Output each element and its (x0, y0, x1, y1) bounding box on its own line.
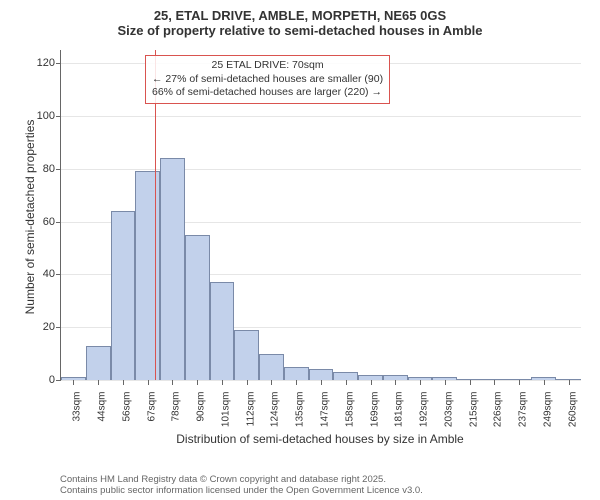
chart-title-main: 25, ETAL DRIVE, AMBLE, MORPETH, NE65 0GS (0, 0, 600, 23)
xtick-mark (544, 380, 545, 385)
xtick-label: 203sqm (443, 392, 454, 428)
histogram-bar (284, 367, 309, 380)
xtick-mark (321, 380, 322, 385)
chart-title-sub: Size of property relative to semi-detach… (0, 23, 600, 42)
xtick-mark (494, 380, 495, 385)
xtick-label: 169sqm (369, 392, 380, 428)
histogram-bar (86, 346, 111, 380)
xtick-mark (73, 380, 74, 385)
xtick-mark (197, 380, 198, 385)
xtick-label: 181sqm (394, 392, 405, 428)
annotation-box: 25 ETAL DRIVE: 70sqm ← 27% of semi-detac… (145, 55, 390, 104)
xtick-label: 33sqm (72, 392, 83, 422)
ytick-label: 100 (37, 110, 61, 122)
xtick-label: 78sqm (171, 392, 182, 422)
ytick-label: 80 (43, 163, 61, 175)
xtick-label: 147sqm (320, 392, 331, 428)
ytick-label: 20 (43, 321, 61, 333)
histogram-bar (259, 354, 284, 380)
xtick-label: 158sqm (344, 392, 355, 428)
xtick-mark (420, 380, 421, 385)
y-axis-title: Number of semi-detached properties (23, 117, 37, 317)
histogram-bar (210, 282, 235, 380)
xtick-label: 135sqm (295, 392, 306, 428)
xtick-label: 192sqm (419, 392, 430, 428)
annotation-line2: ← 27% of semi-detached houses are smalle… (152, 73, 383, 87)
xtick-label: 90sqm (196, 392, 207, 422)
x-axis-title: Distribution of semi-detached houses by … (60, 432, 580, 446)
xtick-mark (346, 380, 347, 385)
xtick-mark (470, 380, 471, 385)
xtick-mark (247, 380, 248, 385)
xtick-mark (98, 380, 99, 385)
annotation-line1: 25 ETAL DRIVE: 70sqm (152, 59, 383, 73)
xtick-label: 260sqm (567, 392, 578, 428)
chart-container: 25, ETAL DRIVE, AMBLE, MORPETH, NE65 0GS… (0, 0, 600, 500)
xtick-label: 237sqm (518, 392, 529, 428)
histogram-bar (160, 158, 185, 380)
ytick-label: 120 (37, 57, 61, 69)
annotation-line3: 66% of semi-detached houses are larger (… (152, 86, 383, 100)
gridline (61, 116, 581, 117)
ytick-label: 60 (43, 216, 61, 228)
xtick-label: 56sqm (121, 392, 132, 422)
xtick-mark (148, 380, 149, 385)
ytick-label: 0 (49, 374, 61, 386)
xtick-label: 215sqm (468, 392, 479, 428)
footer-line1: Contains HM Land Registry data © Crown c… (60, 474, 600, 485)
xtick-mark (395, 380, 396, 385)
xtick-label: 101sqm (220, 392, 231, 428)
histogram-bar (333, 372, 358, 380)
xtick-mark (271, 380, 272, 385)
xtick-mark (172, 380, 173, 385)
gridline (61, 169, 581, 170)
xtick-mark (519, 380, 520, 385)
xtick-label: 124sqm (270, 392, 281, 428)
xtick-label: 67sqm (146, 392, 157, 422)
xtick-label: 112sqm (245, 392, 256, 427)
histogram-bar (185, 235, 210, 380)
xtick-mark (569, 380, 570, 385)
xtick-mark (445, 380, 446, 385)
footer-line2: Contains public sector information licen… (60, 485, 600, 496)
xtick-label: 249sqm (542, 392, 553, 428)
xtick-label: 44sqm (97, 392, 108, 422)
footer: Contains HM Land Registry data © Crown c… (0, 474, 600, 496)
histogram-bar (234, 330, 259, 380)
histogram-bar (309, 369, 334, 380)
xtick-label: 226sqm (493, 392, 504, 428)
xtick-mark (222, 380, 223, 385)
histogram-bar (111, 211, 136, 380)
xtick-mark (123, 380, 124, 385)
xtick-mark (296, 380, 297, 385)
ytick-label: 40 (43, 268, 61, 280)
xtick-mark (371, 380, 372, 385)
histogram-bar (135, 171, 160, 380)
